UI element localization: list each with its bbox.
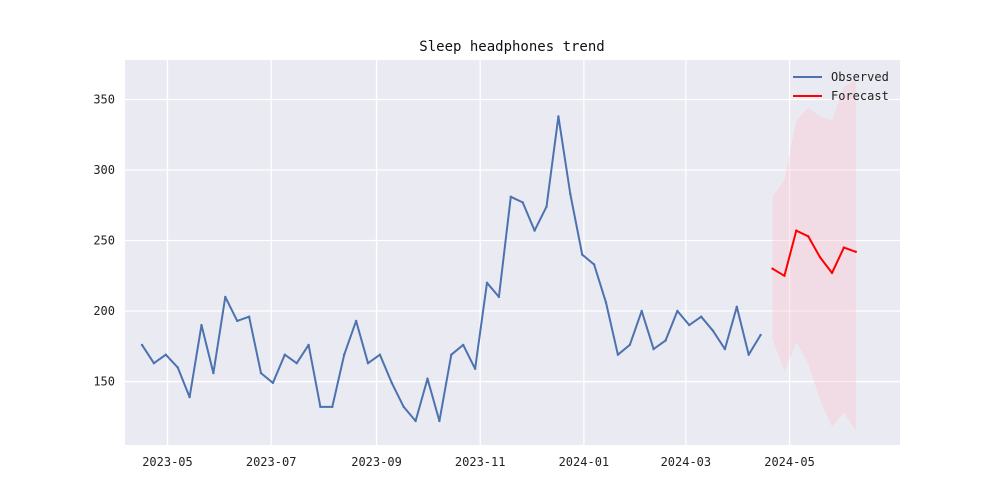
observed-point — [414, 419, 417, 423]
observed-point — [664, 339, 667, 342]
observed-point — [164, 353, 167, 356]
observed-point — [628, 343, 631, 347]
x-tick-label: 2023-07 — [246, 455, 297, 469]
legend-label-observed: Observed — [831, 70, 889, 84]
forecast-point — [783, 274, 786, 277]
observed-point — [176, 366, 179, 369]
observed-point — [652, 347, 655, 351]
observed-point — [271, 381, 275, 385]
observed-point — [473, 367, 477, 370]
observed-point — [545, 205, 548, 208]
observed-point — [640, 309, 643, 313]
x-tick-label: 2023-05 — [142, 455, 193, 469]
y-tick-label: 150 — [93, 375, 115, 389]
forecast-point — [830, 271, 834, 275]
legend-label-forecast: Forecast — [831, 89, 889, 103]
observed-point — [521, 201, 524, 204]
observed-point — [676, 309, 679, 313]
x-tick-label: 2024-01 — [559, 455, 610, 469]
forecast-line — [771, 229, 857, 277]
x-tick-label: 2024-03 — [661, 455, 712, 469]
observed-point — [450, 353, 453, 356]
observed-point — [462, 343, 465, 347]
observed-point — [747, 353, 750, 356]
observed-point — [557, 115, 560, 118]
observed-point — [723, 347, 727, 351]
observed-point — [188, 395, 191, 399]
observed-point — [319, 405, 322, 409]
x-tick-label: 2024-05 — [764, 455, 815, 469]
forecast-confidence-band — [772, 79, 856, 431]
legend: Observed Forecast — [793, 70, 889, 103]
forecast-point — [842, 246, 846, 249]
x-tick-label: 2023-09 — [351, 455, 402, 469]
observed-point — [735, 305, 738, 308]
observed-point — [378, 353, 382, 356]
observed-point — [533, 229, 536, 232]
observed-point — [581, 253, 584, 256]
forecast-point — [807, 235, 810, 238]
observed-point — [212, 371, 215, 375]
observed-point — [438, 419, 441, 423]
observed-point — [247, 315, 251, 318]
y-tick-label: 350 — [93, 92, 115, 106]
observed-point — [711, 329, 715, 332]
observed-point — [390, 381, 393, 385]
observed-point — [402, 405, 405, 409]
x-axis: 2023-05 2023-07 2023-09 2023-11 2024-01 2024-… — [142, 455, 815, 469]
forecast-point — [771, 267, 774, 270]
observed-point — [224, 295, 227, 299]
observed-point — [295, 362, 298, 365]
chart-title: Sleep headphones trend — [419, 39, 604, 55]
observed-point — [759, 333, 762, 337]
observed-point — [140, 343, 144, 347]
observed-point — [331, 405, 334, 409]
observed-point — [343, 353, 346, 356]
observed-point — [354, 319, 358, 323]
observed-point — [426, 377, 429, 380]
x-tick-label: 2023-11 — [455, 455, 506, 469]
observed-point — [700, 315, 703, 318]
y-tick-label: 250 — [93, 234, 115, 248]
observed-point — [485, 281, 489, 284]
observed-point — [497, 295, 501, 299]
observed-point — [259, 371, 263, 375]
forecast-interval — [772, 79, 856, 431]
plot-background — [125, 60, 900, 445]
forecast-point — [795, 229, 798, 232]
observed-point — [592, 263, 596, 266]
observed-point — [152, 362, 156, 365]
observed-point — [283, 353, 286, 356]
y-tick-label: 300 — [93, 163, 115, 177]
observed-point — [307, 343, 310, 347]
forecast-point — [818, 256, 822, 259]
observed-point — [604, 301, 608, 304]
observed-point — [688, 323, 691, 327]
grid — [125, 60, 900, 445]
forecast-point — [854, 250, 857, 253]
observed-point — [509, 195, 512, 198]
observed-point — [236, 319, 239, 323]
observed-point — [366, 362, 370, 365]
observed-point — [200, 323, 203, 327]
series-lines — [140, 115, 857, 423]
observed-point — [569, 192, 572, 196]
observed-point — [616, 353, 620, 356]
y-axis: 150 200 250 300 350 — [93, 92, 115, 388]
y-tick-label: 200 — [93, 304, 115, 318]
